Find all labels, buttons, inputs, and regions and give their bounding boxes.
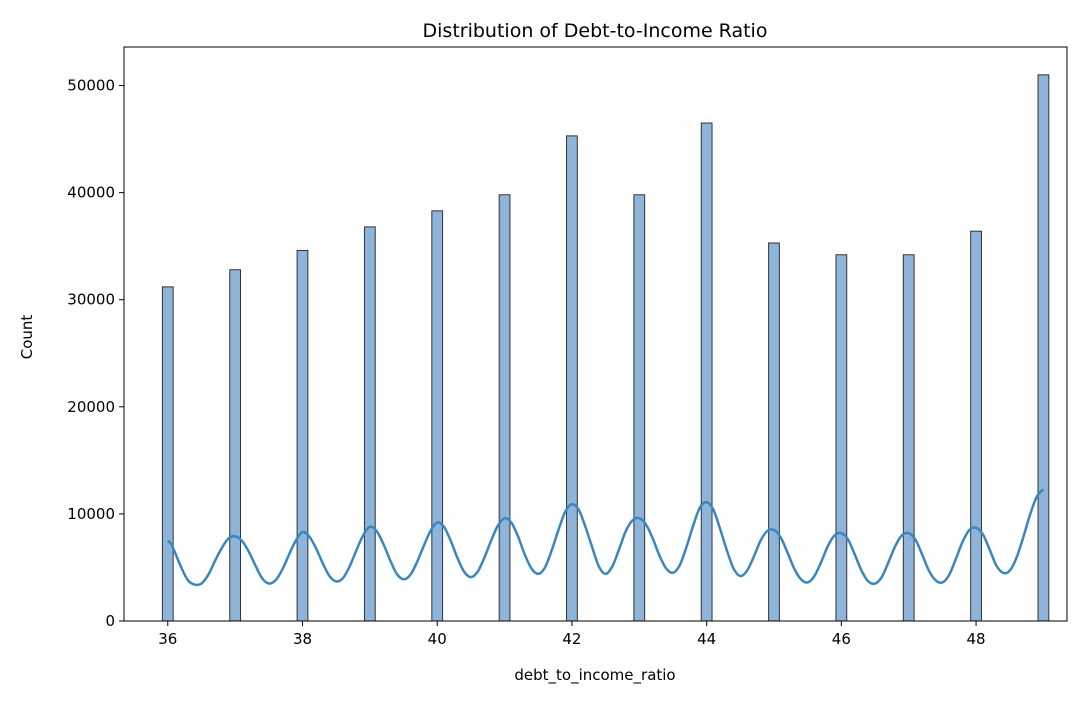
x-tick-label: 48 <box>967 630 986 648</box>
y-tick-label: 10000 <box>67 505 115 523</box>
histogram-bar <box>229 269 242 622</box>
y-tick-label: 30000 <box>67 291 115 309</box>
plot-area-frame <box>123 46 1068 622</box>
y-tick-label: 0 <box>105 612 115 630</box>
histogram-bar <box>161 286 174 622</box>
histogram-bars <box>161 74 1050 622</box>
x-tick-label: 44 <box>697 630 716 648</box>
y-axis-label: Count <box>18 315 36 360</box>
x-tick-label: 36 <box>158 630 177 648</box>
chart-title: Distribution of Debt-to-Income Ratio <box>423 20 768 42</box>
x-tick-label: 42 <box>562 630 581 648</box>
histogram-bar <box>970 230 982 622</box>
histogram-bar <box>768 242 780 622</box>
histogram-bar <box>431 210 444 622</box>
histogram-bar <box>633 194 646 622</box>
x-tick-label: 40 <box>428 630 447 648</box>
histogram-bar <box>902 254 915 622</box>
histogram-bar <box>1037 74 1050 622</box>
histogram-bar <box>566 135 578 622</box>
y-tick-label: 50000 <box>67 77 115 95</box>
y-tick-label: 40000 <box>67 184 115 202</box>
histogram-bar <box>835 254 848 622</box>
histogram-bar <box>498 194 511 622</box>
x-tick-label: 46 <box>832 630 851 648</box>
y-axis-ticks: 0 10000 20000 30000 40000 50000 <box>67 77 124 630</box>
x-axis-label: debt_to_income_ratio <box>514 666 675 685</box>
kde-curve <box>166 488 1045 587</box>
histogram-bar <box>363 226 376 622</box>
histogram-bar <box>700 122 713 622</box>
histogram-bar <box>296 249 309 622</box>
y-tick-label: 20000 <box>67 398 115 416</box>
x-tick-label: 38 <box>293 630 312 648</box>
x-axis-ticks: 36 38 40 42 44 46 48 <box>158 621 986 648</box>
